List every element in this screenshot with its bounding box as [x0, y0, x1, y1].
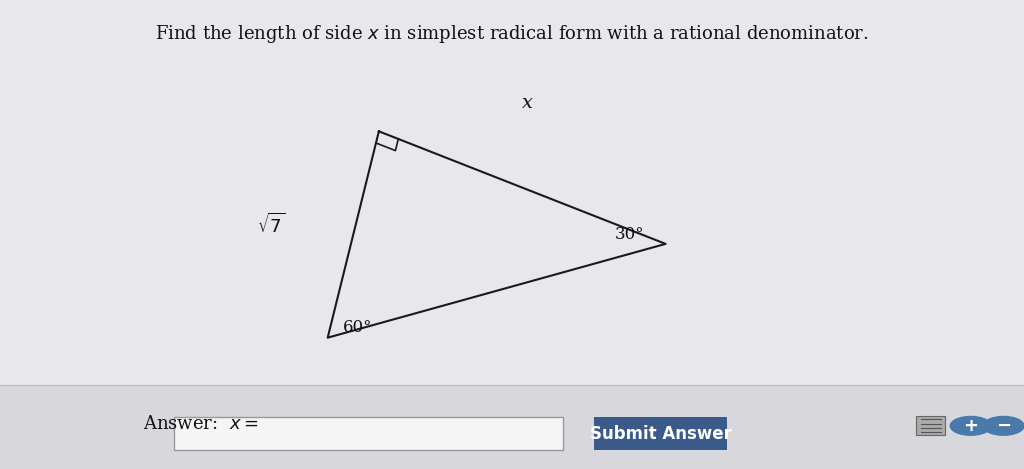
FancyBboxPatch shape [594, 417, 727, 450]
Text: +: + [964, 417, 978, 435]
FancyBboxPatch shape [174, 417, 563, 450]
Text: −: − [996, 417, 1011, 435]
Text: Find the length of side $x$ in simplest radical form with a rational denominator: Find the length of side $x$ in simplest … [156, 23, 868, 45]
Text: 60°: 60° [343, 319, 373, 336]
Text: 30°: 30° [614, 226, 644, 243]
Text: Answer:  $x=$: Answer: $x=$ [143, 416, 259, 433]
FancyBboxPatch shape [0, 385, 1024, 469]
FancyBboxPatch shape [916, 416, 945, 435]
Circle shape [983, 416, 1024, 435]
Text: x: x [522, 94, 532, 112]
Text: Submit Answer: Submit Answer [590, 425, 731, 443]
Circle shape [950, 416, 991, 435]
Text: $\sqrt{7}$: $\sqrt{7}$ [257, 213, 286, 237]
